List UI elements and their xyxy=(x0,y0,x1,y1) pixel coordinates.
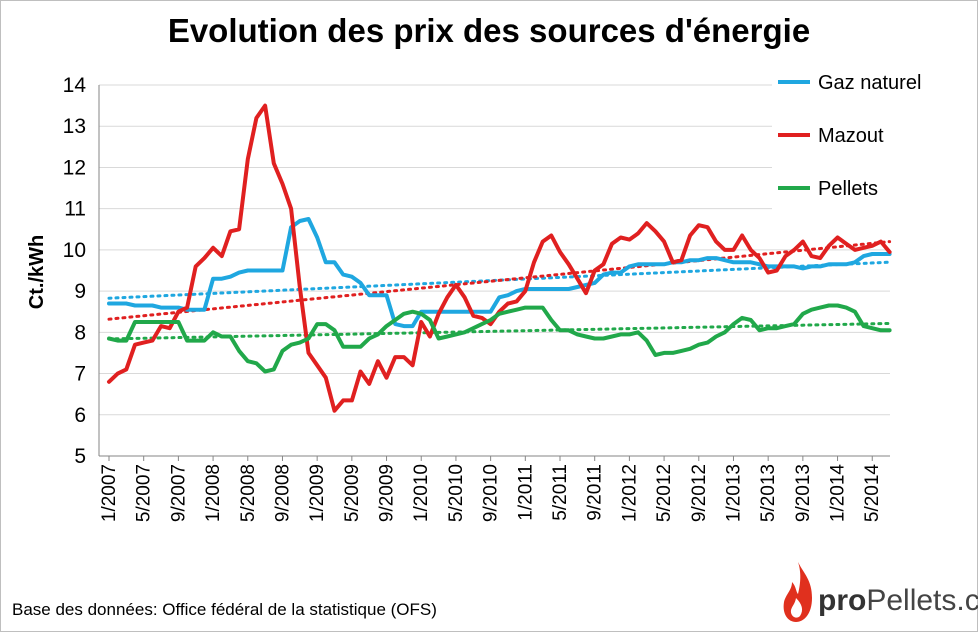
logo: proPellets.ch xyxy=(778,558,978,628)
logo-text-rest: Pellets.ch xyxy=(866,584,978,617)
y-tick-label-2: 7 xyxy=(74,363,86,386)
series-line-1 xyxy=(107,103,892,413)
series-line-2 xyxy=(107,303,892,374)
y-tick-labels: 5 6 7 8 9 10 11 12 13 14 xyxy=(63,74,87,468)
x-tick-label-13: 5/2011 xyxy=(550,464,571,521)
x-tick-label-20: 9/2013 xyxy=(793,464,814,522)
x-tick-label-15: 1/2012 xyxy=(619,464,640,522)
x-tick-label-21: 1/2014 xyxy=(828,464,849,523)
x-tick-label-17: 9/2012 xyxy=(689,464,710,522)
series-line-0 xyxy=(107,217,892,329)
series-lines xyxy=(107,103,892,413)
x-tick-label-12: 1/2011 xyxy=(515,464,536,521)
source-note: Base des données: Office fédéral de la s… xyxy=(12,600,437,619)
x-tick-label-5: 9/2008 xyxy=(272,464,293,522)
logo-text-bold: pro xyxy=(818,584,867,617)
x-tick-label-16: 5/2012 xyxy=(654,464,675,522)
y-tick-label-7: 12 xyxy=(63,156,86,179)
axes xyxy=(98,85,890,461)
trendlines xyxy=(107,240,892,341)
x-tick-label-10: 5/2010 xyxy=(446,464,467,522)
legend-label-0: Gaz naturel xyxy=(818,72,921,94)
x-tick-label-19: 5/2013 xyxy=(758,464,779,522)
y-tick-label-1: 6 xyxy=(74,404,86,427)
flame-icon xyxy=(783,562,812,622)
y-axis-label: Ct./kWh xyxy=(26,235,48,309)
x-tick-label-3: 1/2008 xyxy=(203,464,224,522)
x-tick-label-1: 5/2007 xyxy=(134,464,155,522)
y-tick-label-4: 9 xyxy=(74,280,86,303)
x-tick-label-14: 9/2011 xyxy=(585,464,606,521)
x-tick-label-7: 5/2009 xyxy=(342,464,363,522)
y-tick-label-9: 14 xyxy=(63,74,87,97)
x-tick-label-11: 9/2010 xyxy=(481,464,502,522)
y-tick-label-6: 11 xyxy=(64,198,86,221)
y-tick-label-5: 10 xyxy=(63,239,86,262)
chart-title: Evolution des prix des sources d'énergie xyxy=(167,12,811,49)
x-tick-label-2: 9/2007 xyxy=(168,464,189,522)
x-tick-label-9: 1/2010 xyxy=(411,464,432,522)
x-tick-label-6: 1/2009 xyxy=(307,464,328,522)
x-tick-labels: 1/2007 5/2007 9/2007 1/2008 5/2008 9/2008 1/20… xyxy=(99,464,883,523)
x-tick-label-8: 9/2009 xyxy=(377,464,398,522)
y-tick-label-0: 5 xyxy=(74,445,86,468)
y-tick-label-8: 13 xyxy=(63,115,86,138)
x-tick-label-4: 5/2008 xyxy=(238,464,259,522)
y-tick-label-3: 8 xyxy=(74,321,86,344)
x-tick-label-22: 5/2014 xyxy=(862,464,883,523)
logo-text: proPellets.ch xyxy=(818,584,978,618)
legend: Gaz naturel Mazout Pellets xyxy=(772,60,972,210)
legend-label-2: Pellets xyxy=(818,178,878,200)
legend-label-1: Mazout xyxy=(818,125,884,147)
trendline-1 xyxy=(107,240,892,321)
x-tick-label-0: 1/2007 xyxy=(99,464,120,522)
x-tick-label-18: 1/2013 xyxy=(723,464,744,522)
trendline-2 xyxy=(107,321,892,341)
